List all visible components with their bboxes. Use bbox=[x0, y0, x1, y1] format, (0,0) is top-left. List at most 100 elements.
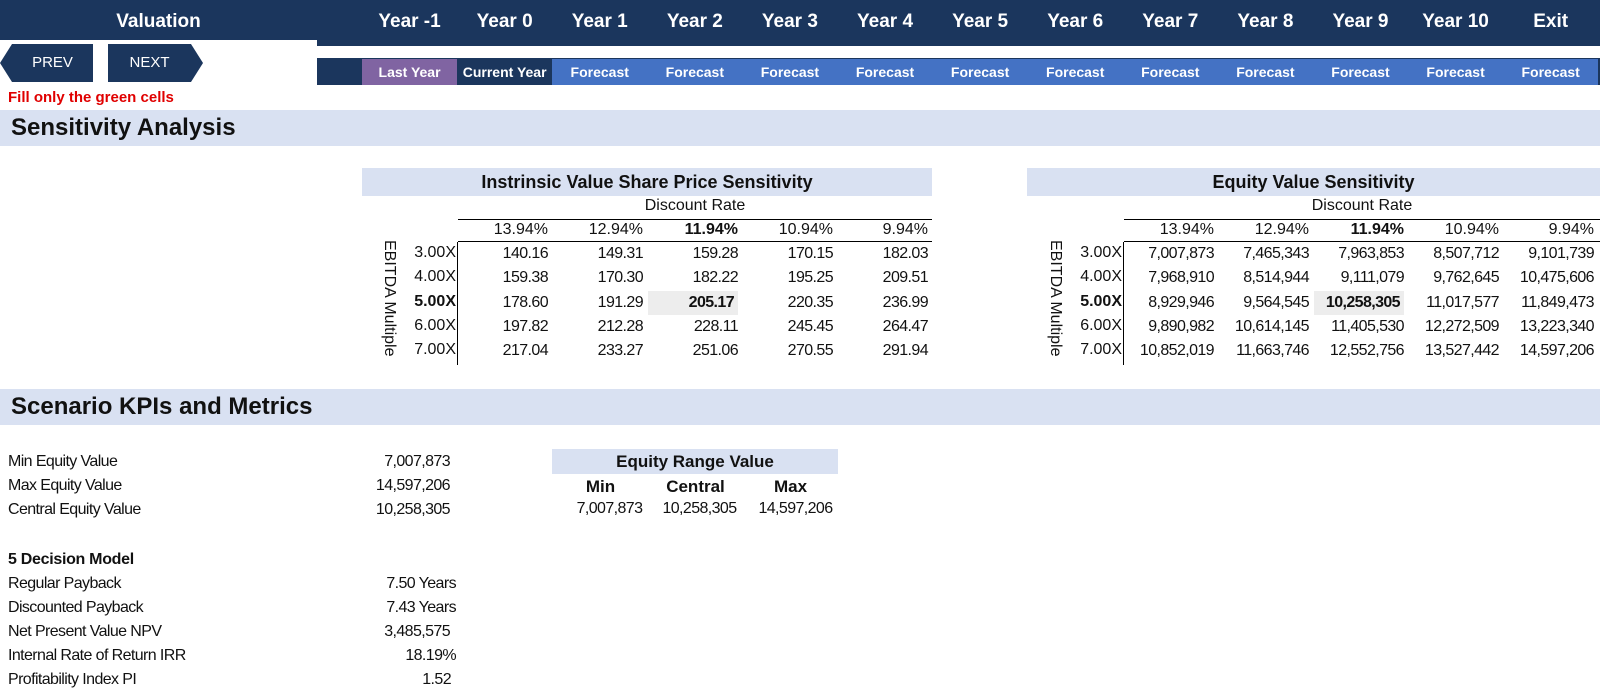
share-sensitivity-cell[interactable]: 233.27 bbox=[597, 342, 644, 360]
year-col-header[interactable]: Year 3 bbox=[761, 11, 818, 32]
exit-col-header[interactable]: Exit bbox=[1533, 11, 1569, 32]
year-col-header[interactable]: Year 2 bbox=[666, 11, 723, 32]
irr-value[interactable]: 18.19% bbox=[405, 647, 456, 664]
year-col-header[interactable]: Year -1 bbox=[378, 11, 441, 32]
share-sensitivity-cell[interactable]: 205.17 bbox=[648, 290, 738, 315]
equity-sensitivity-cell[interactable]: 12,272,509 bbox=[1424, 317, 1500, 335]
equity-sensitivity-cell[interactable]: 8,507,712 bbox=[1433, 245, 1499, 262]
equity-sensitivity-cell[interactable]: 11,405,530 bbox=[1331, 317, 1405, 335]
central-equity-value[interactable]: 10,258,305 bbox=[375, 501, 451, 518]
period-type-cell[interactable]: Current Year bbox=[457, 59, 553, 85]
equity-sensitivity-cell[interactable]: 7,963,853 bbox=[1338, 245, 1404, 262]
equity-sensitivity-cell[interactable]: 10,258,305 bbox=[1314, 290, 1404, 315]
share-sensitivity-cell[interactable]: 170.15 bbox=[787, 245, 834, 262]
equity-range-max-value[interactable]: 14,597,206 bbox=[758, 500, 833, 517]
equity-sensitivity-cell[interactable]: 7,007,873 bbox=[1148, 245, 1214, 262]
equity-range-min-value[interactable]: 7,007,873 bbox=[576, 500, 643, 517]
equity-sensitivity-cell[interactable]: 11,849,473 bbox=[1521, 293, 1595, 311]
share-sensitivity-cell[interactable]: 228.11 bbox=[693, 317, 739, 335]
regular-payback-value[interactable]: 7.50 Years bbox=[386, 575, 456, 592]
share-sensitivity-cell[interactable]: 220.35 bbox=[787, 293, 834, 311]
period-type-cell[interactable]: Forecast bbox=[1503, 59, 1599, 85]
share-sensitivity-cell[interactable]: 270.55 bbox=[787, 342, 834, 360]
equity-sensitivity-cell[interactable]: 9,564,545 bbox=[1243, 293, 1309, 311]
central-equity-label: Central Equity Value bbox=[8, 501, 141, 518]
equity-sensitivity-cell[interactable]: 13,223,340 bbox=[1519, 317, 1595, 335]
share-sensitivity-cell[interactable]: 236.99 bbox=[882, 293, 929, 311]
year-col-header[interactable]: Year 1 bbox=[571, 11, 628, 32]
period-type-cell[interactable]: Forecast bbox=[742, 59, 838, 85]
share-sensitivity-cell[interactable]: 182.03 bbox=[882, 245, 929, 262]
period-type-cell[interactable]: Forecast bbox=[1312, 59, 1409, 85]
equity-discount-rate-label: Discount Rate bbox=[1311, 197, 1413, 214]
prev-button[interactable]: PREV bbox=[0, 44, 93, 82]
period-type-cell[interactable]: Forecast bbox=[1027, 59, 1123, 85]
year-col-header[interactable]: Year 6 bbox=[1047, 11, 1104, 32]
share-sensitivity-cell[interactable]: 264.47 bbox=[882, 317, 929, 335]
share-sensitivity-cell[interactable]: 191.29 bbox=[597, 293, 644, 311]
year-col-header[interactable]: Year 4 bbox=[857, 11, 914, 32]
max-equity-value[interactable]: 14,597,206 bbox=[375, 477, 451, 494]
share-sensitivity-cell[interactable]: 159.38 bbox=[502, 269, 549, 287]
year-col-header[interactable]: Year 7 bbox=[1142, 11, 1199, 32]
share-table-title: Instrinsic Value Share Price Sensitivity bbox=[362, 168, 932, 196]
year-col-header[interactable]: Year 9 bbox=[1332, 11, 1389, 32]
equity-sensitivity-cell[interactable]: 10,475,606 bbox=[1519, 269, 1595, 287]
equity-sensitivity-cell[interactable]: 8,514,944 bbox=[1243, 269, 1309, 287]
equity-sensitivity-cell[interactable]: 12,552,756 bbox=[1329, 342, 1405, 360]
equity-sensitivity-cell[interactable]: 7,968,910 bbox=[1148, 269, 1214, 287]
equity-ebitda-multiple-row-header: 4.00X bbox=[1080, 268, 1122, 286]
share-sensitivity-cell[interactable]: 245.45 bbox=[787, 317, 834, 335]
discounted-payback-value[interactable]: 7.43 Years bbox=[386, 599, 456, 616]
equity-sensitivity-cell[interactable]: 9,101,739 bbox=[1528, 245, 1594, 262]
min-equity-value[interactable]: 7,007,873 bbox=[384, 453, 450, 470]
pi-value[interactable]: 1.52 bbox=[422, 671, 451, 688]
page-title: Valuation bbox=[116, 11, 201, 32]
share-sensitivity-cell[interactable]: 149.31 bbox=[597, 245, 644, 262]
equity-sensitivity-cell[interactable]: 11,017,577 bbox=[1426, 293, 1500, 311]
period-type-cell[interactable]: Forecast bbox=[1217, 59, 1313, 85]
equity-sensitivity-cell[interactable]: 9,111,079 bbox=[1340, 269, 1405, 287]
next-button[interactable]: NEXT bbox=[108, 44, 203, 82]
period-type-cell[interactable]: Forecast bbox=[1122, 59, 1218, 85]
share-sensitivity-cell[interactable]: 217.04 bbox=[502, 342, 549, 360]
equity-sensitivity-cell[interactable]: 8,929,946 bbox=[1148, 293, 1214, 311]
share-sensitivity-cell[interactable]: 195.25 bbox=[787, 269, 834, 287]
share-sensitivity-cell[interactable]: 197.82 bbox=[502, 317, 549, 335]
year-col-header[interactable]: Year 5 bbox=[952, 11, 1009, 32]
period-type-cell[interactable]: Last Year bbox=[362, 59, 458, 85]
period-type-cell[interactable]: Forecast bbox=[932, 59, 1028, 85]
equity-header-rule-bottom bbox=[1124, 241, 1600, 242]
period-type-cell[interactable]: Forecast bbox=[647, 59, 743, 85]
share-discount-rate-col-header: 9.94% bbox=[882, 221, 928, 238]
year-col-header[interactable]: Year 8 bbox=[1237, 11, 1294, 32]
equity-sensitivity-cell[interactable]: 14,597,206 bbox=[1519, 342, 1595, 360]
equity-sensitivity-cell[interactable]: 9,890,982 bbox=[1148, 317, 1214, 335]
equity-sensitivity-cell[interactable]: 11,663,746 bbox=[1236, 342, 1310, 360]
equity-ebitda-multiple-row-header: 5.00X bbox=[1080, 292, 1122, 310]
share-sensitivity-cell[interactable]: 182.22 bbox=[692, 269, 739, 287]
share-sensitivity-cell[interactable]: 212.28 bbox=[597, 317, 644, 335]
equity-sensitivity-cell[interactable]: 10,614,145 bbox=[1234, 317, 1310, 335]
year-col-header[interactable]: Year 0 bbox=[476, 11, 533, 32]
equity-range-central-value[interactable]: 10,258,305 bbox=[662, 500, 737, 517]
decision-model-title: 5 Decision Model bbox=[8, 551, 134, 568]
share-sensitivity-cell[interactable]: 291.94 bbox=[882, 342, 929, 360]
equity-sensitivity-cell[interactable]: 10,852,019 bbox=[1139, 342, 1215, 360]
equity-sensitivity-cell[interactable]: 7,465,343 bbox=[1243, 245, 1309, 262]
share-sensitivity-cell[interactable]: 209.51 bbox=[882, 269, 929, 287]
period-type-cell[interactable]: Forecast bbox=[552, 59, 648, 85]
share-sensitivity-cell[interactable]: 251.06 bbox=[692, 342, 739, 360]
share-sensitivity-cell[interactable]: 170.30 bbox=[597, 269, 644, 287]
npv-value[interactable]: 3,485,575 bbox=[384, 623, 450, 640]
equity-sensitivity-cell[interactable]: 13,527,442 bbox=[1424, 342, 1500, 360]
equity-sensitivity-cell[interactable]: 9,762,645 bbox=[1433, 269, 1499, 287]
period-type-cell[interactable]: Forecast bbox=[1408, 59, 1504, 85]
period-type-cell[interactable]: Forecast bbox=[837, 59, 933, 85]
share-sensitivity-cell[interactable]: 140.16 bbox=[502, 245, 549, 262]
share-ebitda-multiple-row-header: 7.00X bbox=[414, 341, 456, 359]
share-sensitivity-cell[interactable]: 178.60 bbox=[502, 293, 549, 311]
year-col-header[interactable]: Year 10 bbox=[1422, 11, 1489, 32]
share-discount-rate-label: Discount Rate bbox=[644, 197, 746, 214]
share-sensitivity-cell[interactable]: 159.28 bbox=[692, 245, 739, 262]
